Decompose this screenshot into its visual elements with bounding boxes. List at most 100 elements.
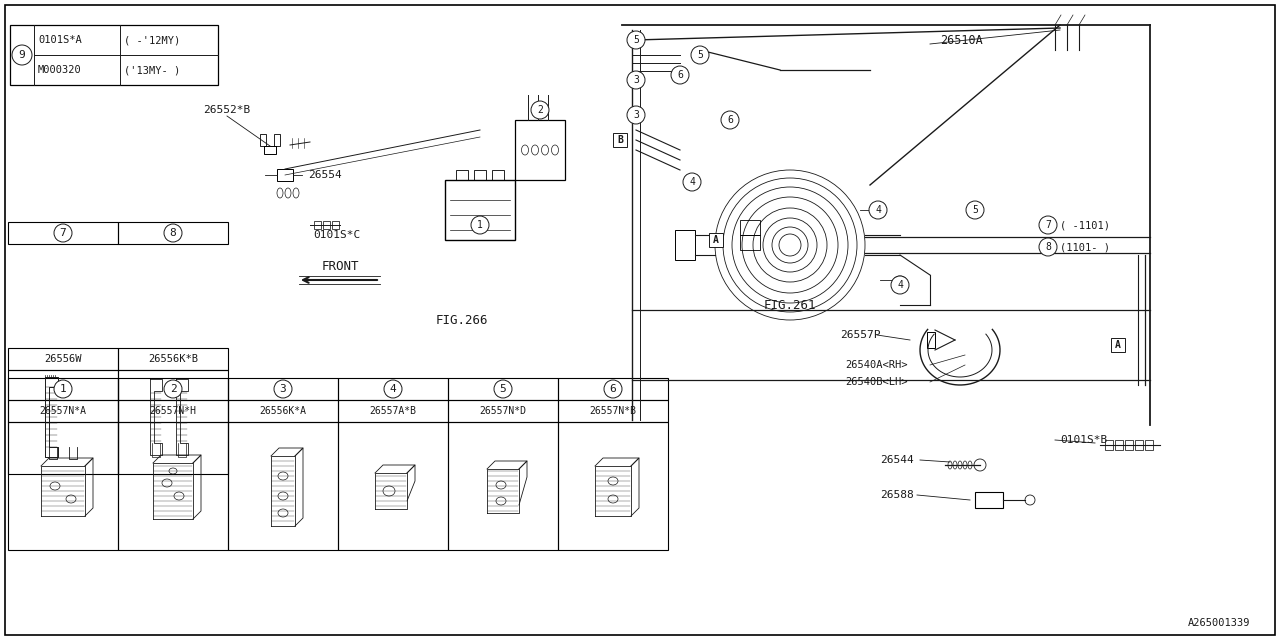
Bar <box>338 400 448 422</box>
Text: ('13MY- ): ('13MY- ) <box>124 65 180 75</box>
Bar <box>264 146 276 154</box>
Text: 26557N*A: 26557N*A <box>40 406 87 416</box>
Text: 3: 3 <box>634 75 639 85</box>
Text: 26556W: 26556W <box>45 354 82 364</box>
Circle shape <box>1039 238 1057 256</box>
Bar <box>118 222 228 244</box>
Text: FRONT: FRONT <box>321 259 358 273</box>
Text: 26556K*B: 26556K*B <box>148 354 198 364</box>
Bar <box>1146 440 1153 450</box>
Circle shape <box>164 380 182 398</box>
Bar <box>1135 440 1143 450</box>
Text: 26557N*D: 26557N*D <box>480 406 526 416</box>
Bar <box>314 221 321 229</box>
Text: 26544: 26544 <box>881 455 914 465</box>
Circle shape <box>891 276 909 294</box>
Text: 1: 1 <box>477 220 483 230</box>
Text: 26557P: 26557P <box>840 330 881 340</box>
Text: 26540A<RH>: 26540A<RH> <box>845 360 908 370</box>
Circle shape <box>627 31 645 49</box>
Bar <box>118 370 228 474</box>
Bar <box>445 180 515 240</box>
Bar <box>323 221 330 229</box>
Text: A265001339: A265001339 <box>1188 618 1251 628</box>
Bar <box>448 422 558 550</box>
Circle shape <box>494 380 512 398</box>
Bar <box>118 378 228 400</box>
Text: 2: 2 <box>538 105 543 115</box>
Bar <box>228 378 338 400</box>
Text: 3: 3 <box>279 384 287 394</box>
Bar <box>456 170 468 180</box>
Text: (1101- ): (1101- ) <box>1060 242 1110 252</box>
Circle shape <box>966 201 984 219</box>
Bar <box>675 230 695 260</box>
Bar <box>613 133 627 147</box>
Text: 5: 5 <box>634 35 639 45</box>
Text: 6: 6 <box>677 70 684 80</box>
Text: 0101S*B: 0101S*B <box>1060 435 1107 445</box>
Text: 26554: 26554 <box>308 170 342 180</box>
Text: A: A <box>713 235 719 245</box>
Bar <box>927 332 934 348</box>
Text: 8: 8 <box>1044 242 1051 252</box>
Circle shape <box>684 173 701 191</box>
Bar <box>740 220 760 235</box>
Bar <box>492 170 504 180</box>
Circle shape <box>164 224 182 242</box>
Bar <box>118 422 228 550</box>
Bar <box>1115 440 1123 450</box>
Circle shape <box>471 216 489 234</box>
Bar <box>515 120 564 180</box>
Bar <box>558 378 668 400</box>
Bar <box>1125 440 1133 450</box>
Bar <box>118 400 228 422</box>
Text: 26540B<LH>: 26540B<LH> <box>845 377 908 387</box>
Text: 6: 6 <box>727 115 733 125</box>
Bar <box>10 25 218 85</box>
Bar <box>338 378 448 400</box>
Bar <box>118 348 228 370</box>
Text: 26557A*B: 26557A*B <box>370 406 416 416</box>
Bar <box>1105 440 1114 450</box>
Circle shape <box>671 66 689 84</box>
Text: 7: 7 <box>1044 220 1051 230</box>
Bar <box>260 134 266 146</box>
Bar <box>8 378 118 400</box>
Text: ( -'12MY): ( -'12MY) <box>124 35 180 45</box>
Text: FIG.261: FIG.261 <box>764 298 817 312</box>
Text: 4: 4 <box>876 205 881 215</box>
Text: 4: 4 <box>689 177 695 187</box>
Circle shape <box>531 101 549 119</box>
Text: 5: 5 <box>972 205 978 215</box>
Circle shape <box>691 46 709 64</box>
Text: 2: 2 <box>170 384 177 394</box>
Bar <box>332 221 339 229</box>
Bar <box>338 422 448 550</box>
Text: 0101S*A: 0101S*A <box>38 35 82 45</box>
Circle shape <box>869 201 887 219</box>
Bar <box>228 400 338 422</box>
Bar <box>558 400 668 422</box>
Circle shape <box>274 380 292 398</box>
Text: 4: 4 <box>897 280 902 290</box>
Text: 26552*B: 26552*B <box>204 105 251 115</box>
Text: 26588: 26588 <box>881 490 914 500</box>
Text: 3: 3 <box>634 110 639 120</box>
Circle shape <box>627 106 645 124</box>
Bar <box>1111 338 1125 352</box>
Circle shape <box>54 380 72 398</box>
Text: 7: 7 <box>60 228 67 238</box>
Bar <box>448 378 558 400</box>
Text: M000320: M000320 <box>38 65 82 75</box>
Bar <box>558 422 668 550</box>
Circle shape <box>384 380 402 398</box>
Circle shape <box>12 45 32 65</box>
Bar <box>228 422 338 550</box>
Bar <box>8 222 118 244</box>
Text: 0101S*C: 0101S*C <box>314 230 360 240</box>
Text: ( -1101): ( -1101) <box>1060 220 1110 230</box>
Bar <box>8 370 118 474</box>
Text: 26510A: 26510A <box>940 33 983 47</box>
Text: 5: 5 <box>499 384 507 394</box>
